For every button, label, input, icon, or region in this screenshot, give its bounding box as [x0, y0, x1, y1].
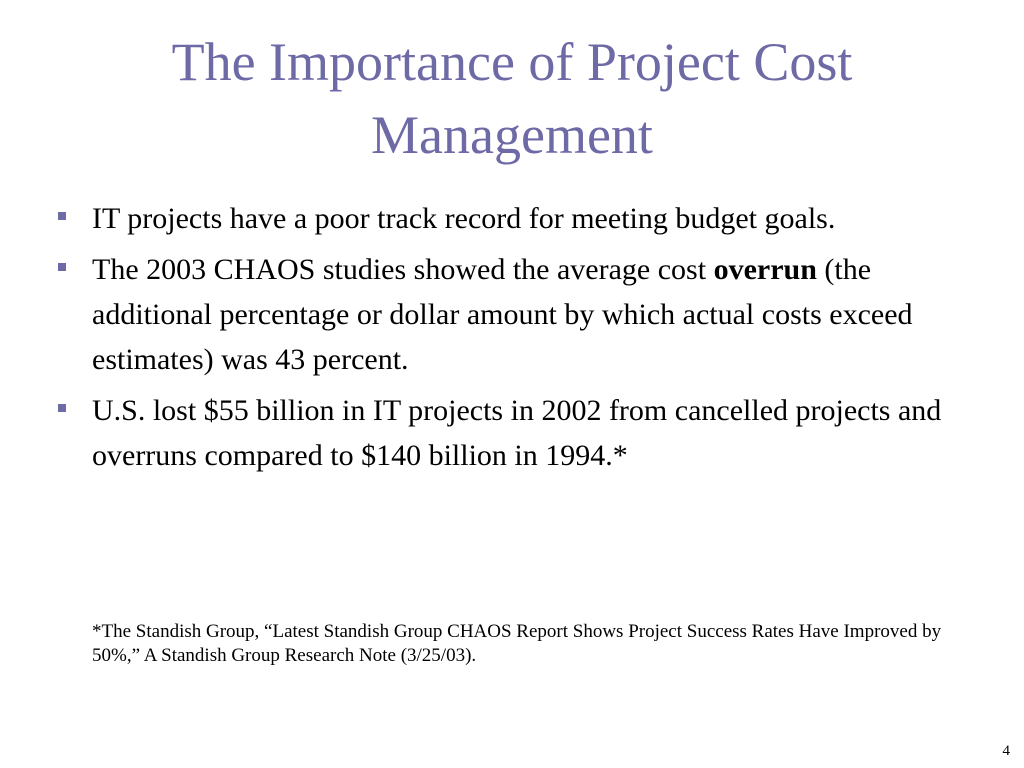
bullet-item-us-losses: U.S. lost $55 billion in IT projects in … [56, 388, 966, 478]
square-bullet-icon [58, 212, 66, 220]
bullet-text: IT projects have a poor track record for… [92, 202, 836, 235]
square-bullet-icon [58, 263, 66, 271]
bullet-item-chaos-overrun: The 2003 CHAOS studies showed the averag… [56, 247, 966, 382]
bullet-item-budget-record: IT projects have a poor track record for… [56, 196, 966, 241]
slide-title: The Importance of Project Cost Managemen… [40, 26, 984, 172]
slide-title-line-1: The Importance of Project Cost [171, 32, 853, 92]
bullet-text-start: The 2003 CHAOS studies showed the averag… [92, 253, 714, 286]
bold-term-overrun: overrun [713, 253, 817, 286]
footnote-citation: *The Standish Group, “Latest Standish Gr… [92, 621, 942, 666]
bullet-text: U.S. lost $55 billion in IT projects in … [92, 394, 942, 472]
bullet-list: IT projects have a poor track record for… [56, 196, 966, 484]
page-number: 4 [1002, 743, 1011, 759]
slide-title-line-2: Management [371, 105, 653, 165]
square-bullet-icon [58, 404, 66, 412]
bullet-text-end: (the additional percentage or dollar amo… [92, 253, 913, 376]
